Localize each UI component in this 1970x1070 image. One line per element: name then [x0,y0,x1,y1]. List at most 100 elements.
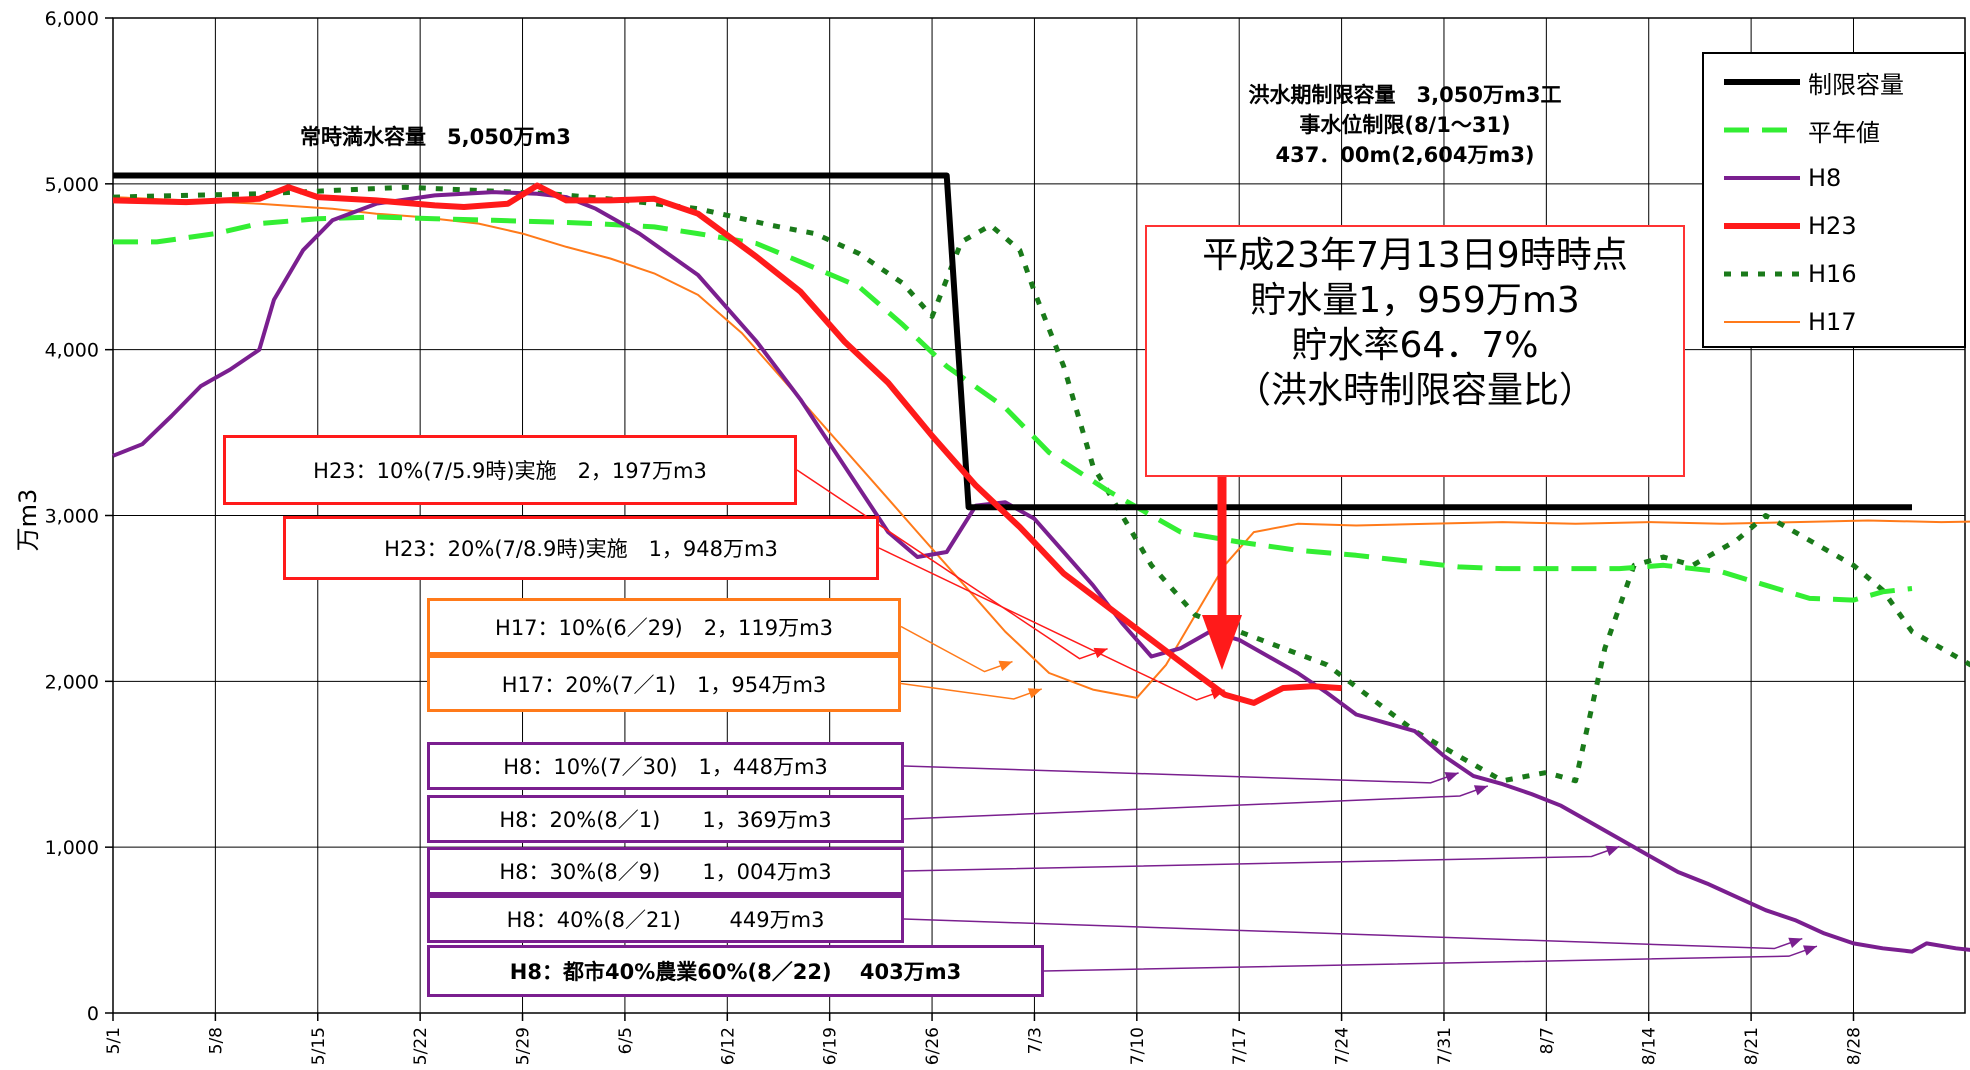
current-arrow [1202,475,1242,670]
x-tick-label: 8/7 [1537,1027,1557,1054]
annotation-box-text: H8：10%(7／30) 1，448万m3 [503,755,828,779]
legend-swatch [1724,176,1800,180]
legend-label: H16 [1808,260,1857,288]
y-tick-label: 6,000 [45,8,99,30]
x-tick-label: 6/19 [821,1027,841,1065]
legend-label: 平年値 [1808,118,1880,147]
annotation-leader [900,682,1043,700]
x-tick-label: 6/26 [923,1027,943,1065]
annotation-box-text: H17：20%(7／1) 1，954万m3 [501,672,827,697]
annotation-box-text: H8：40%(8／21) 449万m3 [506,908,825,932]
y-tick-label: 3,000 [45,506,99,528]
annotation-box-text: H8：20%(8／1) 1，369万m3 [499,808,832,832]
x-tick-label: 7/31 [1435,1027,1455,1065]
annotation-arrowhead [1473,785,1488,796]
annotation-box: H8：30%(8／9) 1，004万m3 [427,847,904,895]
flood-limit-line3: 437．00m(2,604万m3) [1275,143,1535,167]
series-line-H8 [112,190,1970,954]
annotation-arrowhead [1803,945,1817,956]
series-line-制限容量 [113,172,1912,511]
x-tick-label: 5/15 [309,1027,329,1065]
annotation-box-text: H17：10%(6／29) 2，119万m3 [495,615,833,640]
annotation-arrowhead [1027,688,1042,699]
x-tick-label: 7/24 [1333,1027,1353,1065]
legend-entry: H8 [1722,158,1841,198]
series-lines [112,172,1970,954]
legend-swatch [1724,127,1800,133]
annotation-box-text: H8：30%(8／9) 1，004万m3 [499,860,832,884]
annotation-leader [903,765,1459,784]
chart-legend: 制限容量平年値 H8 H23 H16 H17 [1702,52,1966,348]
legend-swatch [1724,79,1800,85]
x-tick-label: 5/29 [514,1027,534,1065]
current-status-box: 平成23年7月13日9時時点 貯水量1，959万m3 貯水率64．7% （洪水時… [1145,225,1685,477]
series-line-平年値 [113,214,1913,603]
series-line-H17 [112,196,1970,699]
annotation-box-text: H8：都市40%農業60%(8／22) 403万m3 [509,960,962,984]
legend-entry: 平年値 [1722,110,1880,150]
annotation-arrowhead [1444,772,1459,783]
annotation-box: H23：10%(7/5.9時)実施 2，197万m3 [223,435,797,505]
annotation-box: H23：20%(7/8.9時)実施 1，948万m3 [283,516,879,580]
x-tick-label: 8/14 [1640,1027,1660,1065]
y-tick-label: 0 [87,1003,99,1025]
x-tick-label: 5/22 [411,1027,431,1065]
annotation-leaders [796,469,1818,972]
x-tick-label: 6/5 [616,1027,636,1054]
annotation-leader [903,785,1489,820]
annotation-leader [903,845,1620,872]
legend-entry: H17 [1722,302,1857,342]
x-tick-label: 6/12 [718,1027,738,1065]
x-tick-label: 7/10 [1128,1027,1148,1065]
series-line-H23 [112,182,1342,706]
annotation-arrowhead [1093,647,1108,659]
legend-label: H8 [1808,164,1842,192]
annotation-box-text: H23：20%(7/8.9時)実施 1，948万m3 [384,537,778,561]
annotation-arrowhead [1210,689,1225,700]
annotation-box: H17：10%(6／29) 2，119万m3 [427,598,901,655]
annotation-leader [878,547,1225,701]
annotation-box: H8：10%(7／30) 1，448万m3 [427,742,904,790]
current-line4: （洪水時制限容量比） [1234,370,1595,411]
x-tick-label: 8/21 [1742,1027,1762,1065]
y-axis-label: 万m3 [14,489,42,552]
annotation-leader [900,625,1013,673]
axes: 0 1,000 2,000 3,000 4,000 5,000 6,000 5/1 5/8 5/1… [45,8,1966,1065]
annotation-box: H8：40%(8／21) 449万m3 [427,895,904,943]
legend-label: H17 [1808,308,1857,336]
legend-label: 制限容量 [1808,70,1904,99]
x-tick-label: 7/3 [1025,1027,1045,1054]
y-tick-label: 1,000 [45,837,99,859]
arrow-head [1202,615,1242,670]
flood-limit-line1: 洪水期制限容量 3,050万m3工 [1248,83,1562,107]
full-capacity-label: 常時満水容量 5,050万m3 [300,125,571,149]
flood-limit-line2: 事水位制限(8/1～31) [1299,113,1511,137]
annotation-arrowhead [998,660,1013,672]
x-tick-label: 8/28 [1844,1027,1864,1065]
annotation-box: H8：都市40%農業60%(8／22) 403万m3 [427,945,1044,997]
legend-swatch [1724,321,1800,323]
legend-label: H23 [1808,212,1857,240]
x-tick-label: 5/8 [206,1027,226,1054]
y-tick-label: 2,000 [45,671,99,693]
annotation-arrowhead [1605,845,1620,856]
x-tick-label: 7/17 [1230,1027,1250,1065]
legend-entry: H23 [1722,206,1857,246]
y-tick-label: 4,000 [45,340,99,362]
annotation-leader [1043,945,1818,972]
annotation-box-text: H23：10%(7/5.9時)実施 2，197万m3 [313,459,707,483]
annotation-box: H17：20%(7／1) 1，954万m3 [427,655,901,712]
legend-swatch [1724,223,1800,229]
legend-entry: H16 [1722,254,1857,294]
current-line3: 貯水率64．7% [1291,325,1539,366]
flood-limit-label: 洪水期制限容量 3,050万m3工 事水位制限(8/1～31) 437．00m(… [1180,80,1630,170]
legend-entry: 制限容量 [1722,62,1904,102]
y-tick-label: 5,000 [45,174,99,196]
current-line1: 平成23年7月13日9時時点 [1202,235,1628,276]
legend-swatch [1724,271,1800,277]
x-tick-label: 5/1 [104,1027,124,1054]
annotation-box: H8：20%(8／1) 1，369万m3 [427,795,904,843]
annotation-arrowhead [1788,937,1803,948]
current-line2: 貯水量1，959万m3 [1250,280,1580,321]
